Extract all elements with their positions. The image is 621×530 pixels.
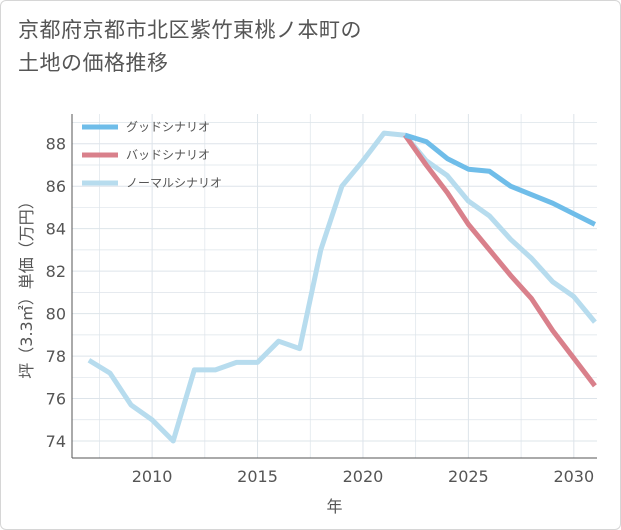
x-tick-label: 2020	[343, 467, 384, 486]
y-tick-label: 82	[46, 262, 66, 281]
y-tick-label: 80	[46, 305, 66, 324]
x-tick-label: 2015	[237, 467, 278, 486]
y-tick-label: 74	[46, 432, 66, 451]
legend-label-bad: バッドシナリオ	[126, 148, 210, 162]
y-tick-label: 76	[46, 390, 66, 409]
axis-layer: 2010 2015 2020 2025 2030 74 76 78 80 82 84 86 88	[46, 114, 597, 486]
y-tick-label: 84	[46, 220, 66, 239]
chart-title-line-1: 京都府京都市北区紫竹東桃ノ本町の	[18, 18, 362, 42]
legend-label-good: グッドシナリオ	[126, 120, 210, 134]
x-tick-label: 2010	[132, 467, 173, 486]
chart-title-line-2: 土地の価格推移	[18, 51, 169, 75]
series-line-bad	[403, 133, 597, 388]
x-tick-label: 2025	[448, 467, 489, 486]
chart-title: 京都府京都市北区紫竹東桃ノ本町の 土地の価格推移	[18, 14, 608, 80]
series-layer	[87, 130, 597, 444]
legend-label-normal: ノーマルシナリオ	[126, 176, 222, 190]
x-axis-title: 年	[326, 497, 342, 516]
y-tick-label: 86	[46, 177, 66, 196]
y-tick-label: 78	[46, 347, 66, 366]
y-tick-label: 88	[46, 135, 66, 154]
series-line-good	[404, 132, 597, 227]
y-axis-title: 坪（3.3㎡）単価（万円）	[17, 193, 36, 378]
series-line-normal	[87, 130, 597, 444]
x-tick-label: 2030	[553, 467, 594, 486]
